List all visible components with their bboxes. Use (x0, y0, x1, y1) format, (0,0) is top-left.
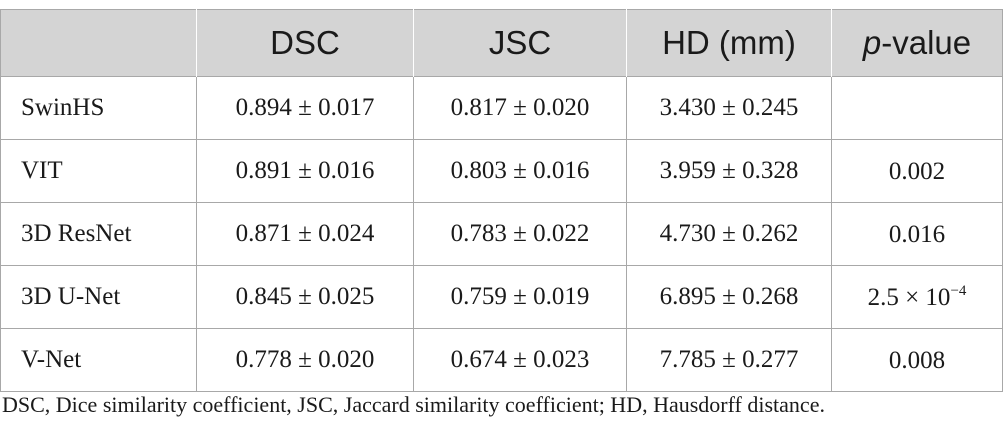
header-pvalue-p: p (862, 24, 882, 61)
jsc-cell: 0.803 ± 0.016 (413, 139, 627, 203)
table-row: 3D ResNet 0.871 ± 0.024 0.783 ± 0.022 4.… (0, 202, 1003, 266)
header-hd: HD (mm) (626, 9, 832, 77)
table-row: SwinHS 0.894 ± 0.017 0.817 ± 0.020 3.430… (0, 76, 1003, 140)
model-name-cell: VIT (0, 139, 197, 203)
header-pvalue: p-value (831, 9, 1003, 77)
pvalue-cell: 0.008 (831, 328, 1003, 392)
pvalue-cell: 0.016 (831, 202, 1003, 266)
pvalue-cell (831, 76, 1003, 140)
dsc-cell: 0.871 ± 0.024 (196, 202, 414, 266)
table-body: SwinHS 0.894 ± 0.017 0.817 ± 0.020 3.430… (0, 76, 1003, 392)
jsc-cell: 0.817 ± 0.020 (413, 76, 627, 140)
pvalue-text: 0.008 (888, 346, 946, 374)
model-name-cell: V-Net (0, 328, 197, 392)
pvalue-cell: 2.5 × 10−4 (831, 265, 1003, 329)
header-pvalue-rest: -value (881, 24, 972, 61)
jsc-cell: 0.783 ± 0.022 (413, 202, 627, 266)
header-jsc: JSC (413, 9, 627, 77)
header-row: DSC JSC HD (mm) p-value (0, 9, 1003, 77)
jsc-cell: 0.759 ± 0.019 (413, 265, 627, 329)
model-name-cell: 3D ResNet (0, 202, 197, 266)
table-footnote: DSC, Dice similarity coefficient, JSC, J… (2, 392, 825, 417)
table-row: 3D U-Net 0.845 ± 0.025 0.759 ± 0.019 6.8… (0, 265, 1003, 329)
header-dsc: DSC (196, 9, 414, 77)
hd-cell: 6.895 ± 0.268 (626, 265, 832, 329)
dsc-cell: 0.894 ± 0.017 (196, 76, 414, 140)
model-name-cell: 3D U-Net (0, 265, 197, 329)
hd-cell: 4.730 ± 0.262 (626, 202, 832, 266)
hd-cell: 7.785 ± 0.277 (626, 328, 832, 392)
pvalue-exponent: −4 (950, 282, 967, 299)
table-row: VIT 0.891 ± 0.016 0.803 ± 0.016 3.959 ± … (0, 139, 1003, 203)
results-table-container: DSC JSC HD (mm) p-value SwinHS 0.894 ± 0… (0, 9, 1003, 392)
pvalue-text: 0.002 (888, 157, 946, 185)
jsc-cell: 0.674 ± 0.023 (413, 328, 627, 392)
dsc-cell: 0.778 ± 0.020 (196, 328, 414, 392)
hd-cell: 3.959 ± 0.328 (626, 139, 832, 203)
dsc-cell: 0.845 ± 0.025 (196, 265, 414, 329)
pvalue-cell: 0.002 (831, 139, 1003, 203)
table-header: DSC JSC HD (mm) p-value (0, 9, 1003, 77)
pvalue-text: 2.5 × 10 (867, 283, 951, 311)
model-name-cell: SwinHS (0, 76, 197, 140)
table-row: V-Net 0.778 ± 0.020 0.674 ± 0.023 7.785 … (0, 328, 1003, 392)
pvalue-text: 0.016 (888, 220, 946, 248)
hd-cell: 3.430 ± 0.245 (626, 76, 832, 140)
results-table: DSC JSC HD (mm) p-value SwinHS 0.894 ± 0… (0, 9, 1003, 392)
header-model (0, 9, 197, 77)
dsc-cell: 0.891 ± 0.016 (196, 139, 414, 203)
